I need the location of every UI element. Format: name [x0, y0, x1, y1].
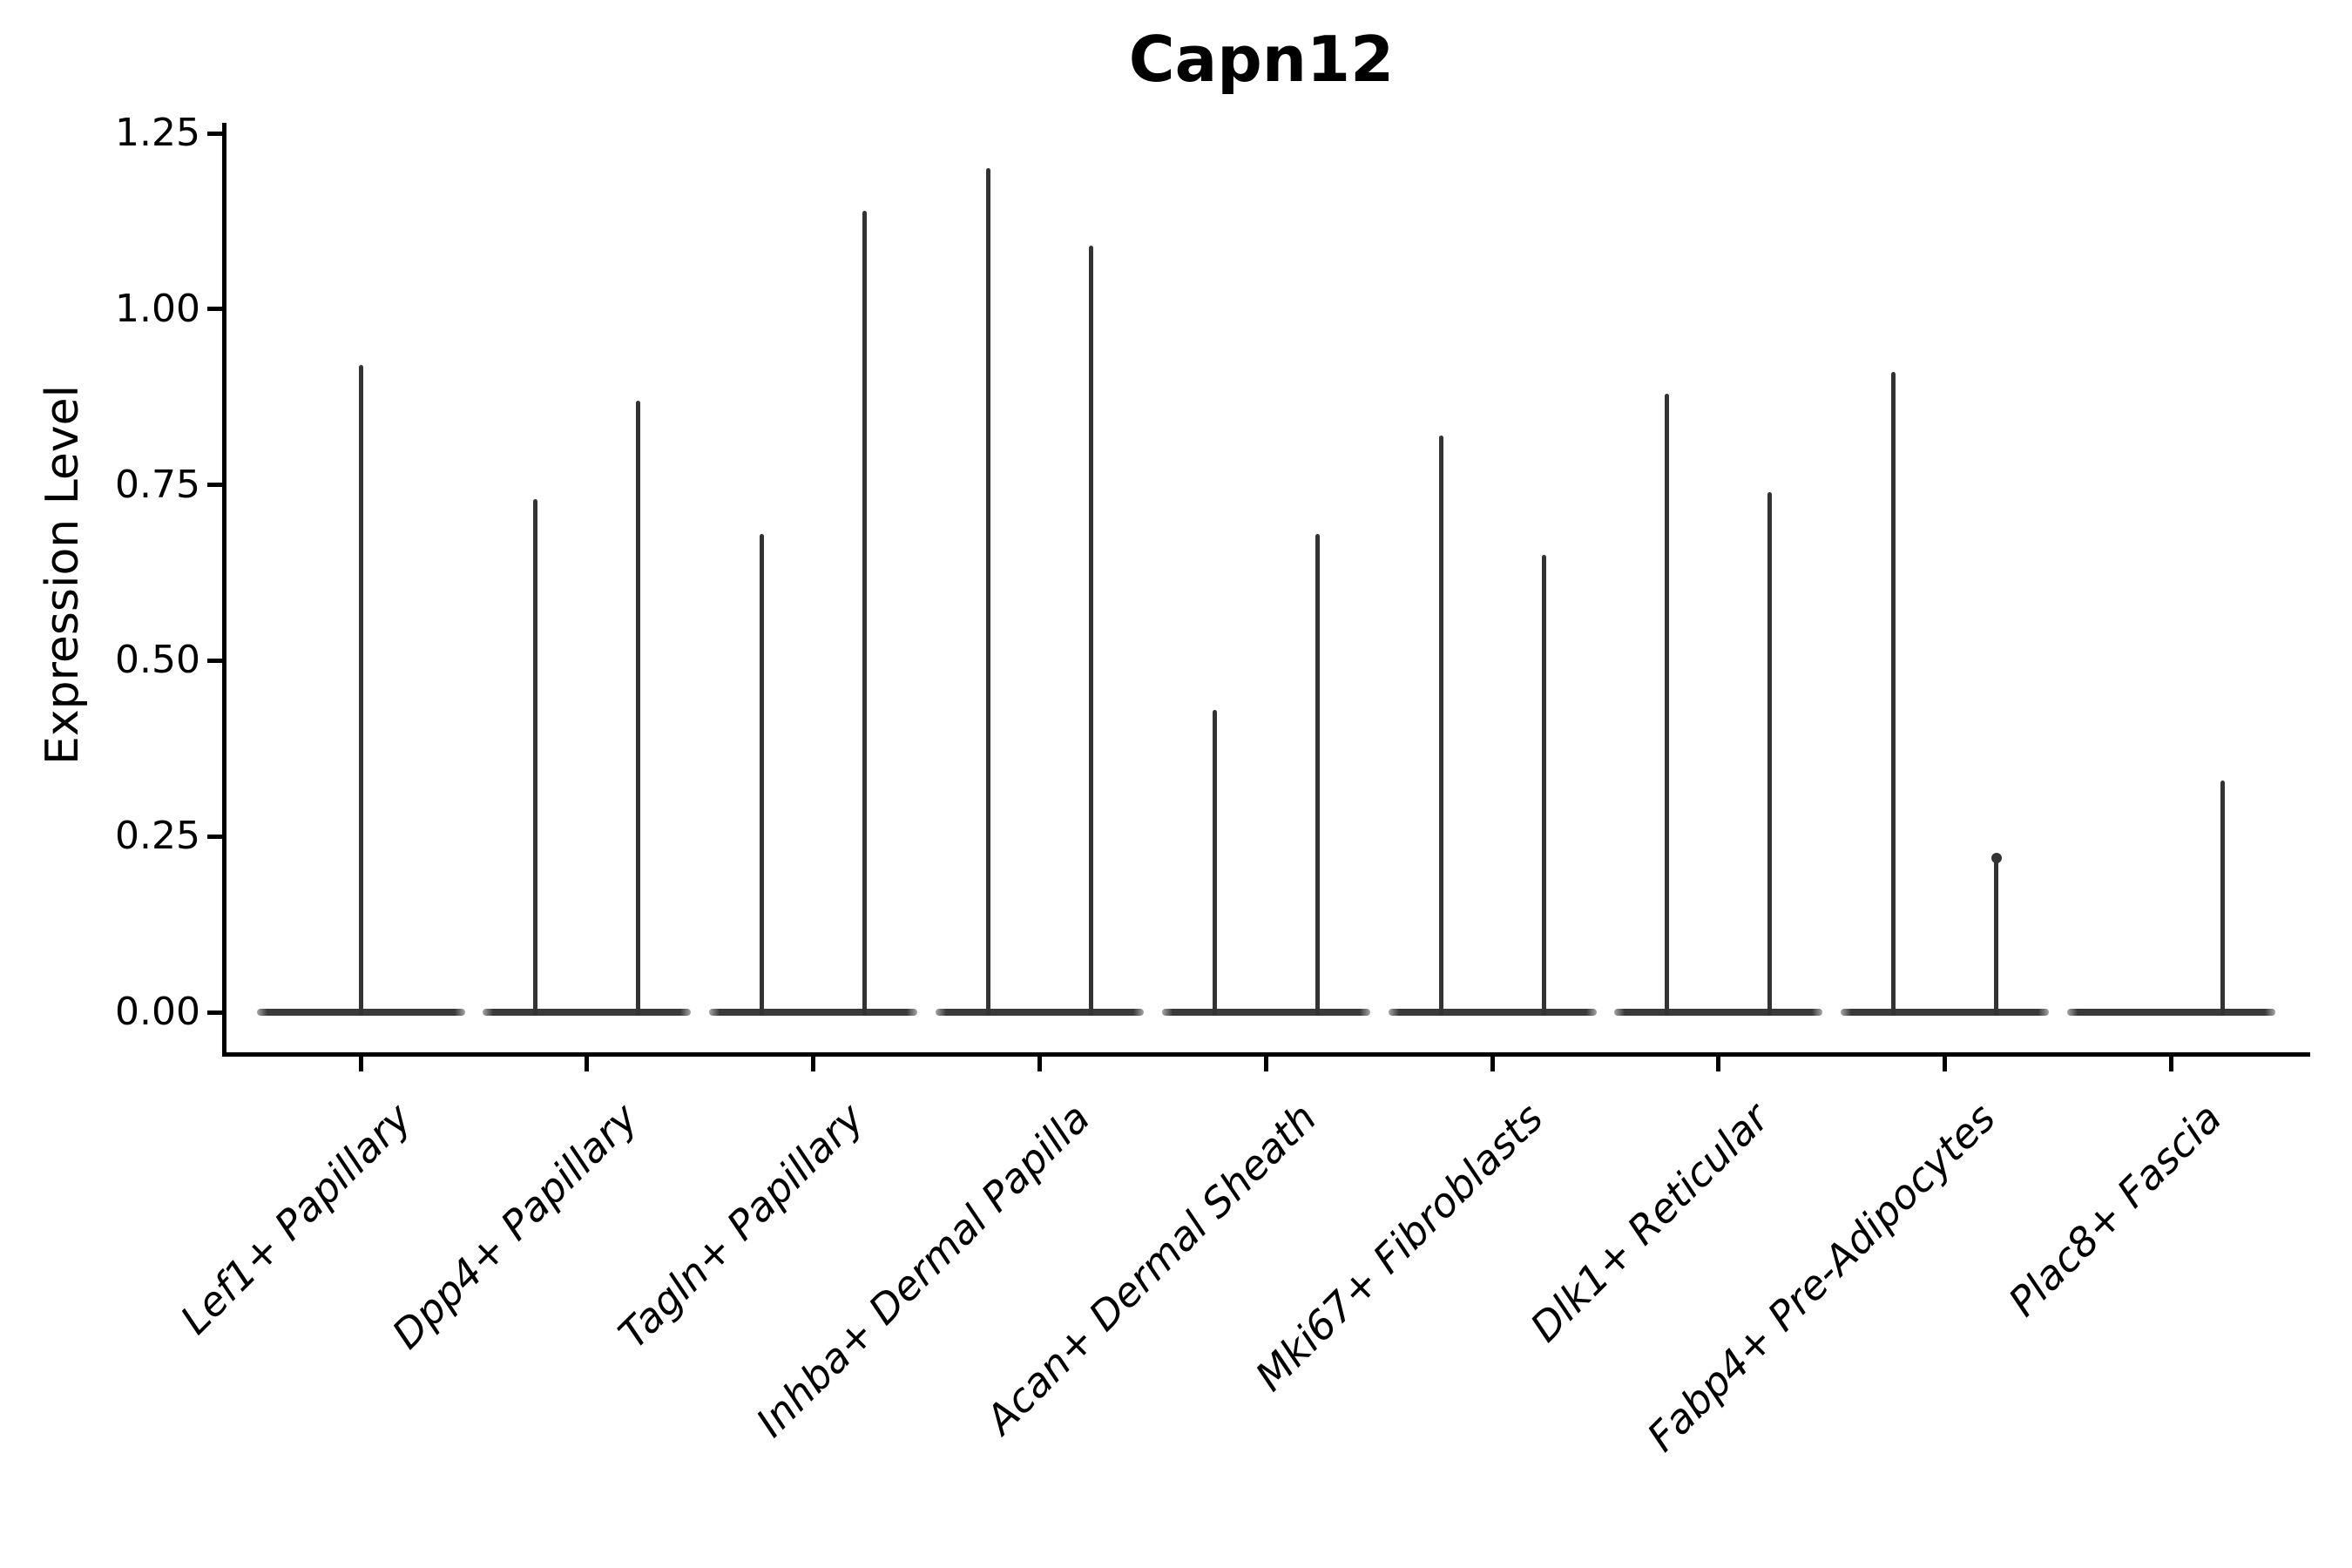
- x-tick-mark: [2168, 1057, 2173, 1071]
- y-tick-mark: [207, 483, 224, 488]
- violin-spike: [1212, 709, 1217, 1016]
- violin-spike: [862, 210, 868, 1016]
- y-tick-label: 0.75: [115, 462, 200, 507]
- violin-spike: [358, 365, 363, 1016]
- x-tick-mark: [358, 1057, 363, 1071]
- y-tick-label: 1.25: [115, 111, 200, 155]
- violin-spike: [636, 400, 641, 1016]
- violin-spike: [533, 498, 538, 1016]
- y-tick-label: 0.25: [115, 814, 200, 859]
- y-axis-spine: [222, 123, 226, 1057]
- x-tick-mark: [1490, 1057, 1495, 1071]
- violin-body: [935, 1009, 1144, 1016]
- violin-spike: [1088, 246, 1093, 1016]
- violin-body: [1614, 1009, 1823, 1016]
- y-tick-mark: [207, 307, 224, 312]
- violin-spike: [985, 168, 990, 1016]
- x-tick-label: Dlk1+ Reticular: [1521, 1094, 1778, 1351]
- y-tick-mark: [207, 834, 224, 839]
- violin-spike: [1665, 393, 1670, 1016]
- y-tick-label: 1.00: [115, 286, 200, 331]
- violin-body: [2066, 1009, 2275, 1016]
- violin-body: [1841, 1009, 2050, 1016]
- x-tick-mark: [811, 1057, 816, 1071]
- y-tick-label: 0.00: [115, 990, 200, 1034]
- x-tick-label: Dpp4+ Papillary: [382, 1094, 646, 1358]
- violin-body: [1388, 1009, 1597, 1016]
- x-tick-label: Lef1+ Papillary: [171, 1094, 421, 1343]
- x-tick-mark: [1037, 1057, 1042, 1071]
- x-tick-mark: [1263, 1057, 1268, 1071]
- x-tick-mark: [1716, 1057, 1721, 1071]
- x-axis-spine: [222, 1052, 2310, 1057]
- x-tick-mark: [585, 1057, 590, 1071]
- violin-spike: [1315, 534, 1320, 1016]
- chart-title: Capn12: [1128, 23, 1395, 96]
- violin-spike: [1767, 491, 1773, 1016]
- y-tick-label: 0.50: [115, 638, 200, 683]
- violin-spike: [1438, 436, 1443, 1016]
- violin-body: [709, 1009, 918, 1016]
- violin-spike: [1891, 372, 1896, 1016]
- violin-body: [483, 1009, 692, 1016]
- y-tick-mark: [207, 658, 224, 663]
- violin-spike: [2220, 780, 2225, 1016]
- y-tick-mark: [207, 131, 224, 136]
- violin-spike: [1541, 555, 1546, 1016]
- violin-spike: [760, 534, 765, 1016]
- violin-spike: [1994, 857, 1999, 1016]
- y-tick-mark: [207, 1010, 224, 1015]
- x-tick-label: Tagln+ Papillary: [609, 1094, 873, 1358]
- x-tick-mark: [1943, 1057, 1948, 1071]
- violin-body: [1161, 1009, 1370, 1016]
- x-tick-label: Plac8+ Fascia: [1999, 1094, 2231, 1326]
- violin-max-dot: [1990, 853, 2002, 864]
- y-axis-label: Expression Level: [37, 384, 89, 766]
